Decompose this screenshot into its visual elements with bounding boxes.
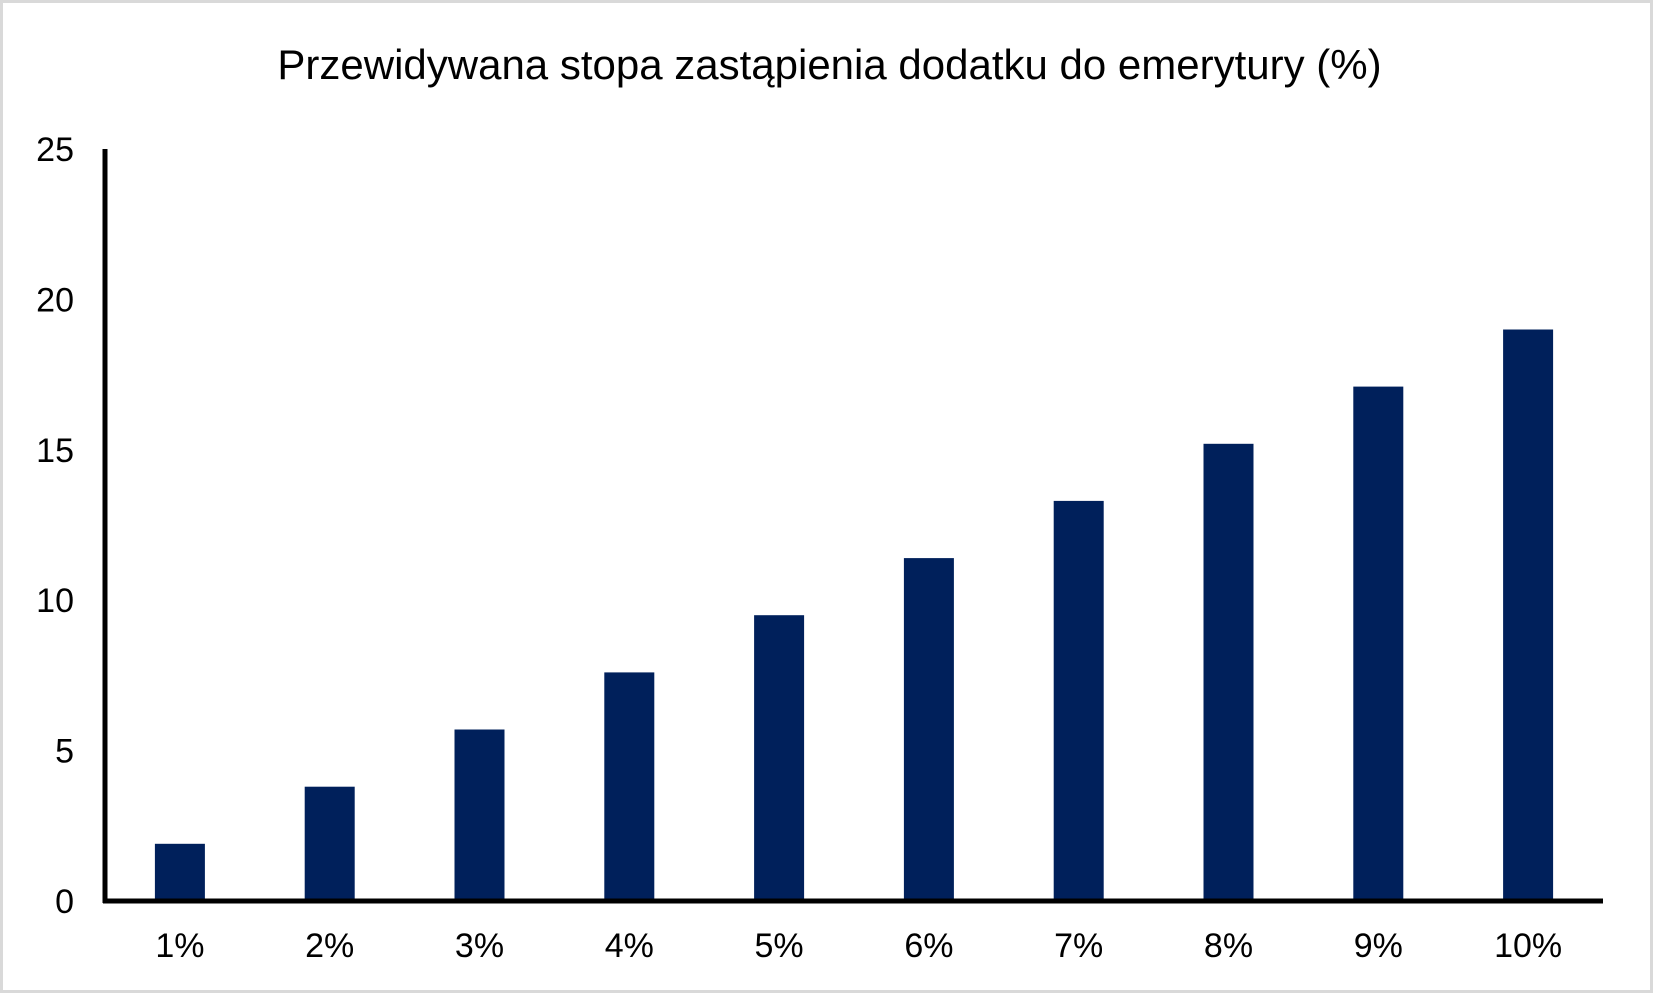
bar-8% [1203, 443, 1254, 901]
x-tick-label: 6% [904, 927, 953, 965]
bar-chart: 0 5 10 15 20 25 1% 2% 3% 4% 5% 6% 7% 8% 9% 10% [36, 131, 1603, 965]
bar-1% [154, 843, 205, 901]
x-tick-label: 7% [1054, 927, 1103, 965]
chart-title: Przewidywana stopa zastąpienia dodatku d… [277, 41, 1382, 88]
y-tick-label: 15 [36, 432, 74, 470]
bar-10% [1503, 329, 1554, 901]
bar-4% [604, 672, 655, 901]
bar-3% [454, 729, 505, 901]
bar-7% [1053, 500, 1104, 901]
y-tick-label: 5 [55, 733, 74, 771]
y-tick-label: 0 [55, 883, 74, 921]
x-tick-label: 10% [1494, 927, 1562, 965]
bar-9% [1353, 386, 1404, 902]
axes-group [102, 149, 1603, 904]
x-tick-label: 3% [455, 927, 504, 965]
y-tick-label: 20 [36, 281, 74, 319]
bars-group [154, 329, 1554, 902]
y-tick-label: 25 [36, 131, 74, 169]
x-tick-label: 4% [605, 927, 654, 965]
x-tick-labels: 1% 2% 3% 4% 5% 6% 7% 8% 9% 10% [155, 927, 1562, 965]
y-tick-label: 10 [36, 582, 74, 620]
bar-6% [903, 558, 954, 901]
x-tick-label: 9% [1354, 927, 1403, 965]
x-tick-label: 5% [755, 927, 804, 965]
x-tick-label: 8% [1204, 927, 1253, 965]
y-tick-labels: 0 5 10 15 20 25 [36, 131, 74, 921]
bar-2% [304, 786, 355, 901]
x-tick-label: 1% [155, 927, 204, 965]
x-tick-label: 2% [305, 927, 354, 965]
bar-5% [754, 615, 805, 901]
